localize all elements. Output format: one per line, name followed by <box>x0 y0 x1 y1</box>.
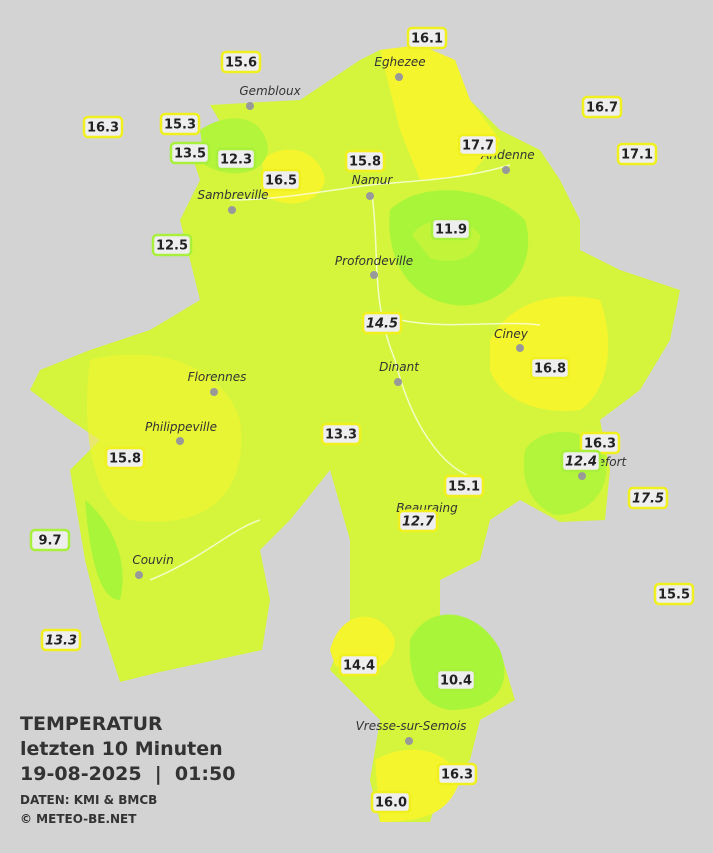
station-value: 15.8 <box>349 155 381 170</box>
station-box <box>320 422 362 446</box>
station-box <box>220 50 262 74</box>
station-value: 11.9 <box>435 223 467 238</box>
station-value: 15.6 <box>225 56 257 71</box>
station-box <box>151 233 193 257</box>
station-value: 9.7 <box>38 534 61 549</box>
town-dot <box>394 378 402 386</box>
station-value: 12.4 <box>565 455 597 470</box>
station-box <box>82 115 124 139</box>
station-box <box>430 217 472 241</box>
station-value: 16.0 <box>375 796 407 811</box>
town-dot <box>370 271 378 279</box>
station-box <box>338 653 380 677</box>
station-value: 12.7 <box>402 515 435 530</box>
town-label: Vresse-sur-Semois <box>356 719 467 733</box>
title: TEMPERATUR <box>20 713 163 735</box>
station-value: 16.3 <box>441 768 473 783</box>
station-value: 15.3 <box>164 118 196 133</box>
town-dot <box>135 571 143 579</box>
station-box <box>560 449 602 473</box>
town-label: Ciney <box>494 327 529 341</box>
station-value: 16.7 <box>586 101 618 116</box>
station-value: 13.3 <box>45 634 77 649</box>
subtitle: letzten 10 Minuten <box>20 738 223 760</box>
station-value: 10.4 <box>440 674 472 689</box>
station-value: 15.1 <box>448 480 480 495</box>
source: DATEN: KMI & BMCB <box>20 793 157 807</box>
town-dot <box>210 388 218 396</box>
town-dot <box>516 344 524 352</box>
station-box <box>104 446 146 470</box>
station-box <box>397 509 439 533</box>
station-box <box>260 168 302 192</box>
town-label: Couvin <box>132 553 173 567</box>
station-value: 16.1 <box>411 32 443 47</box>
town-dot <box>176 437 184 445</box>
town-label: Philippeville <box>145 420 217 434</box>
station-value: 16.5 <box>265 174 297 189</box>
stations: 16.1 15.6 16.7 16.3 15.3 17.7 17.1 13.5 12.3 15.8… <box>29 26 695 814</box>
station-box <box>215 147 257 171</box>
station-box <box>436 762 478 786</box>
station-value: 16.3 <box>87 121 119 136</box>
station-box <box>169 141 211 165</box>
town-dot <box>228 206 236 214</box>
datetime: 19-08-2025 | 01:50 <box>20 763 235 785</box>
town-label: Sambreville <box>197 188 268 202</box>
town-dot <box>405 737 413 745</box>
station-box <box>40 628 82 652</box>
town-label: Namur <box>352 173 394 187</box>
town-label: Profondeville <box>335 254 413 268</box>
station-box <box>344 149 386 173</box>
station-box <box>370 790 412 814</box>
station-box <box>29 528 71 552</box>
town-dot <box>578 472 586 480</box>
town-label: Gembloux <box>239 84 301 98</box>
town-dot <box>366 192 374 200</box>
town-dot <box>395 73 403 81</box>
station-box <box>435 668 477 692</box>
town-dot <box>246 102 254 110</box>
station-value: 14.4 <box>343 659 375 674</box>
town-label: Florennes <box>188 370 247 384</box>
station-box <box>406 26 448 50</box>
station-value: 16.8 <box>534 362 566 377</box>
station-value: 15.5 <box>658 588 690 603</box>
station-value: 15.8 <box>109 452 141 467</box>
station-box <box>443 474 485 498</box>
copyright: © METEO-BE.NET <box>20 812 137 826</box>
station-box <box>616 142 658 166</box>
station-value: 14.5 <box>366 317 398 332</box>
station-box <box>159 112 201 136</box>
station-value: 12.5 <box>156 239 188 254</box>
station-box <box>529 356 571 380</box>
station-box <box>581 95 623 119</box>
station-box <box>457 133 499 157</box>
town-label: Dinant <box>379 360 420 374</box>
station-box <box>361 311 403 335</box>
station-value: 17.1 <box>621 148 653 163</box>
station-value: 16.3 <box>584 437 616 452</box>
station-box <box>653 582 695 606</box>
station-value: 13.3 <box>325 428 357 443</box>
town-dot <box>502 166 510 174</box>
station-value: 17.7 <box>462 139 494 154</box>
station-value: 12.3 <box>220 153 252 168</box>
station-box <box>627 486 669 510</box>
station-value: 13.5 <box>174 147 206 162</box>
town-label: Eghezee <box>374 55 425 69</box>
station-value: 17.5 <box>632 492 664 507</box>
